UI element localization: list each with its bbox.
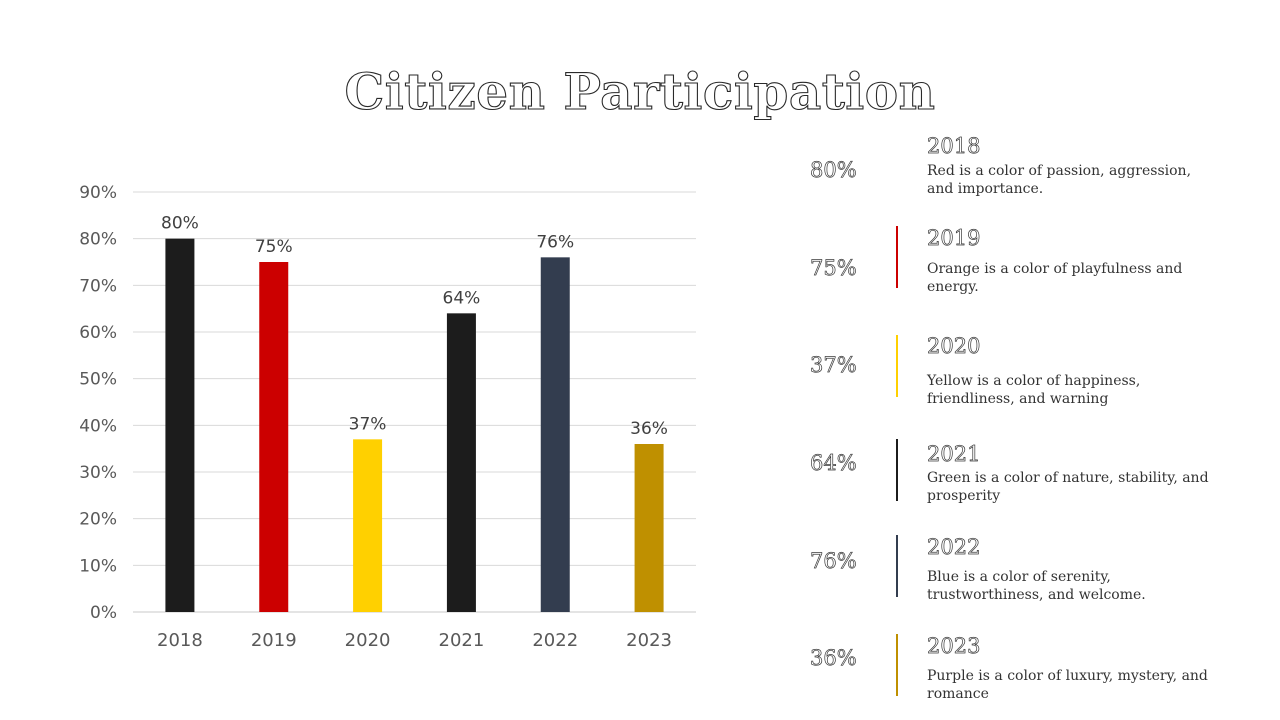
legend-percent: 76%	[810, 549, 857, 574]
data-label: 36%	[630, 419, 668, 439]
legend-percent: 37%	[810, 353, 857, 378]
bar-2022	[540, 257, 570, 612]
legend-description: Green is a color of nature, stability, a…	[927, 470, 1209, 504]
legend-percent: 80%	[810, 158, 857, 183]
x-tick-label: 2019	[251, 630, 297, 651]
y-tick-label: 70%	[79, 276, 117, 296]
bar-chart: 0% 10% 20% 30% 40% 50% 60% 70% 80% 90% 80% 2018 75% 2…	[79, 183, 696, 651]
legend-description: Blue is a color of serenity, trustworthi…	[927, 569, 1146, 603]
bar-2020	[353, 439, 383, 612]
legend-item-2021: 64% 2021 Green is a color of nature, sta…	[790, 439, 1260, 519]
legend-divider	[896, 535, 898, 597]
slide-title: Citizen Participation	[344, 61, 936, 121]
legend-item-2023: 36% 2023 Purple is a color of luxury, my…	[790, 634, 1260, 714]
legend-percent: 75%	[810, 256, 857, 281]
legend-year: 2022	[927, 535, 981, 560]
legend-description: Purple is a color of luxury, mystery, an…	[927, 668, 1208, 702]
legend-year: 2018	[927, 134, 981, 159]
legend-year: 2020	[927, 334, 981, 359]
legend-percent: 36%	[810, 646, 857, 671]
y-tick-label: 60%	[79, 323, 117, 343]
legend-description: Red is a color of passion, aggression, a…	[927, 163, 1192, 197]
x-tick-label: 2018	[157, 630, 203, 651]
bar-2018	[165, 238, 195, 612]
legend-percent: 64%	[810, 451, 857, 476]
legend-item-2018: 80% 2018 Red is a color of passion, aggr…	[790, 134, 1260, 238]
x-tick-label: 2023	[626, 630, 672, 651]
data-label: 64%	[443, 288, 481, 308]
y-tick-label: 0%	[90, 603, 117, 623]
legend-divider	[896, 634, 898, 696]
data-label: 75%	[255, 237, 293, 257]
legend-item-2019: 75% 2019 Orange is a color of playfulnes…	[790, 226, 1260, 306]
legend-divider	[896, 335, 898, 397]
y-tick-label: 50%	[79, 370, 117, 390]
legend-item-2022: 76% 2022 Blue is a color of serenity, tr…	[790, 535, 1260, 615]
y-tick-label: 80%	[79, 230, 117, 250]
legend-year: 2019	[927, 226, 981, 251]
y-tick-label: 90%	[79, 183, 117, 203]
y-tick-label: 10%	[79, 556, 117, 576]
y-tick-label: 20%	[79, 510, 117, 530]
legend-divider	[896, 439, 898, 501]
legend-description: Yellow is a color of happiness, friendli…	[927, 373, 1141, 407]
y-tick-label: 30%	[79, 463, 117, 483]
legend-divider	[896, 226, 898, 288]
x-tick-label: 2020	[345, 630, 391, 651]
data-label: 37%	[349, 414, 387, 434]
legend-year: 2021	[927, 442, 981, 467]
data-label: 76%	[536, 232, 574, 252]
bar-2019	[259, 262, 289, 612]
data-label: 80%	[161, 214, 199, 234]
bar-2021	[446, 313, 476, 612]
legend-description: Orange is a color of playfulness and ene…	[927, 261, 1183, 295]
y-tick-label: 40%	[79, 416, 117, 436]
legend-year: 2023	[927, 634, 981, 659]
bar-2023	[634, 444, 664, 612]
x-tick-label: 2021	[439, 630, 485, 651]
legend-item-2020: 37% 2020 Yellow is a color of happiness,…	[790, 334, 1260, 415]
x-tick-label: 2022	[532, 630, 578, 651]
